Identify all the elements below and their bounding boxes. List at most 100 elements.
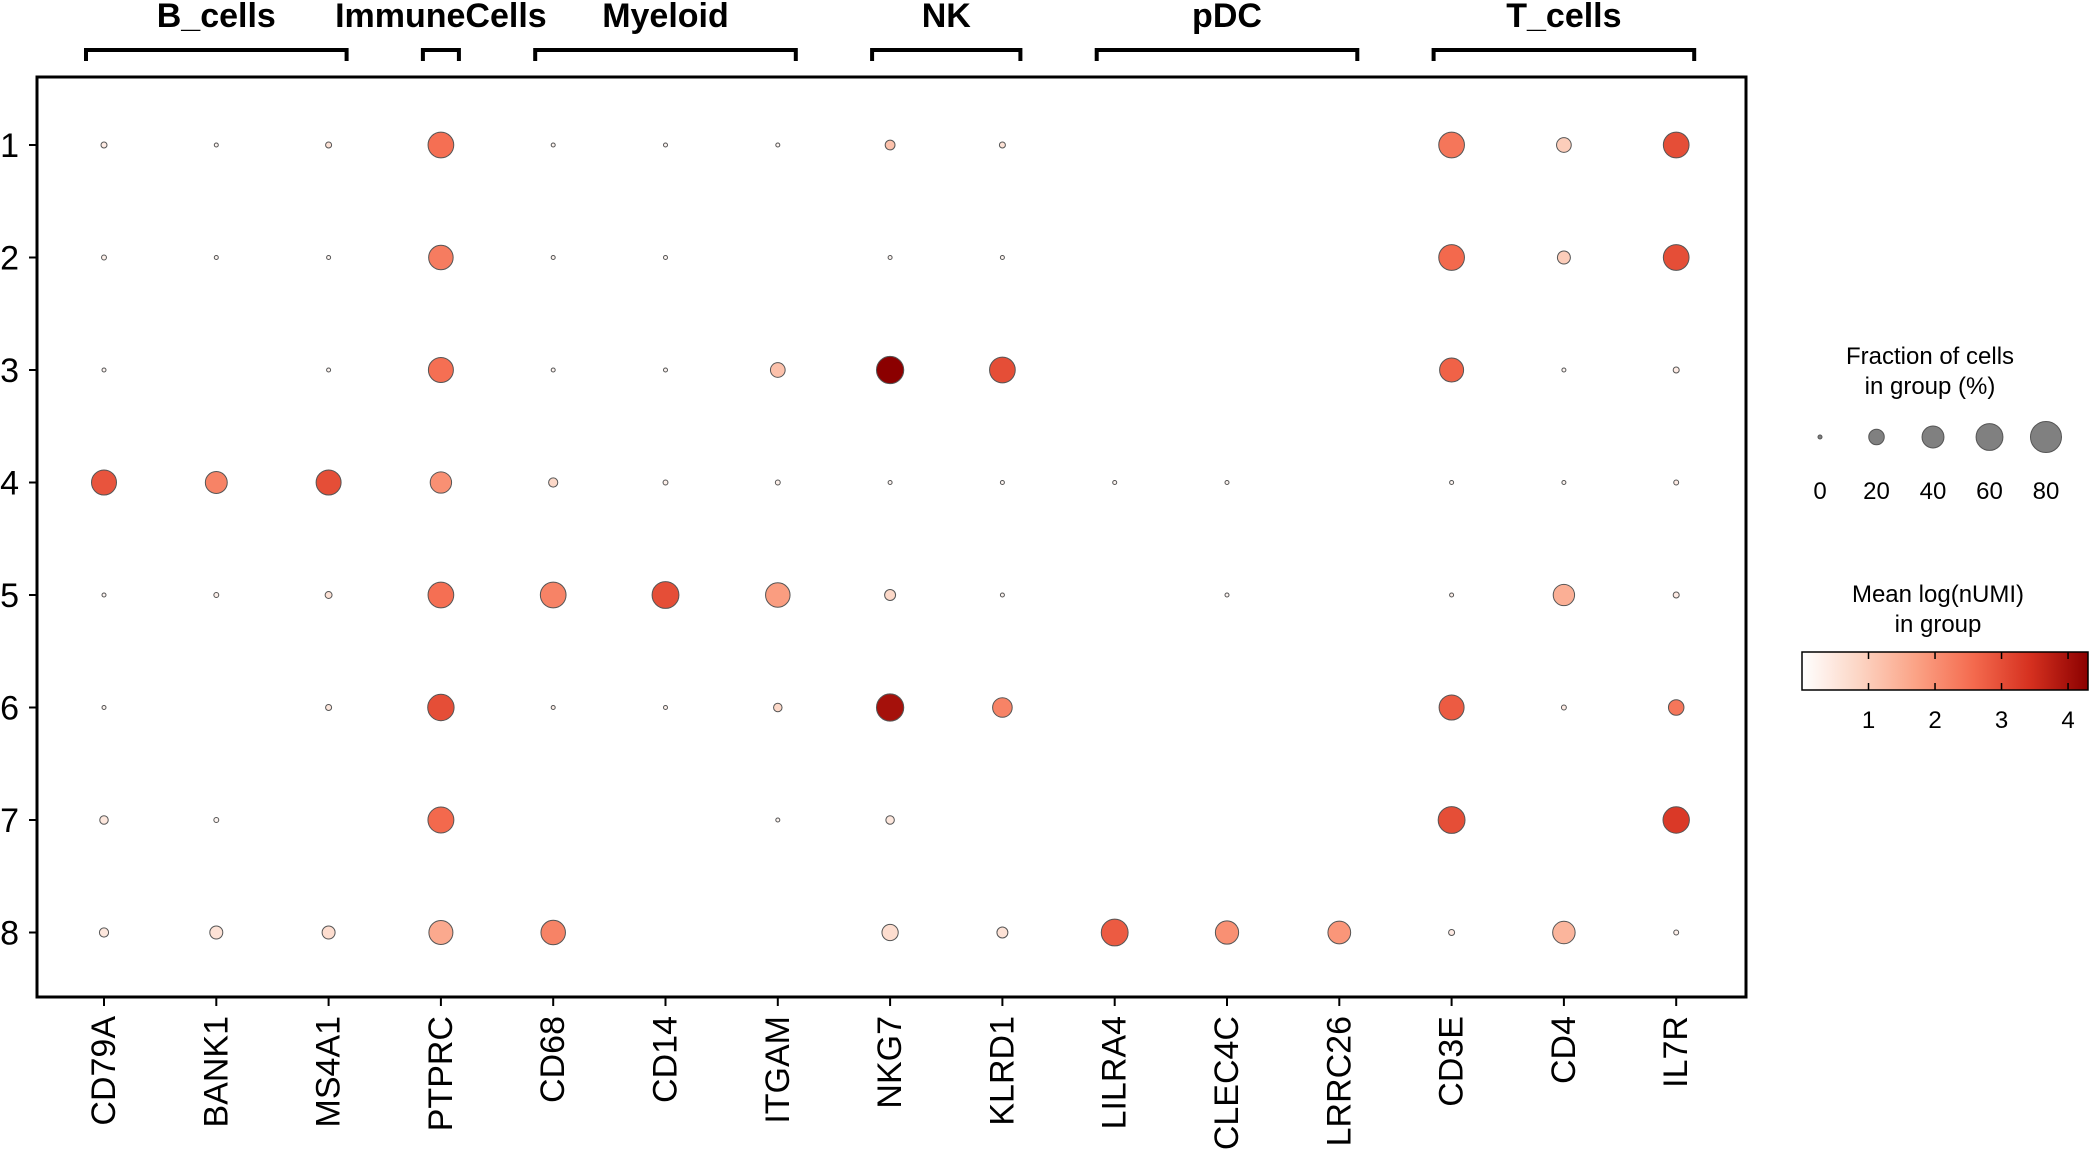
color-legend-bar: [1801, 651, 2089, 691]
dot: [427, 357, 454, 383]
dot: [213, 817, 220, 823]
dot: [101, 592, 107, 598]
dot: [204, 471, 228, 494]
size-legend-label: 40: [1920, 478, 1947, 505]
dot: [996, 926, 1009, 939]
dot: [663, 367, 668, 373]
dot: [1438, 694, 1465, 721]
color-legend-label: 3: [1995, 707, 2008, 734]
dot: [651, 581, 680, 609]
dot: [427, 581, 455, 609]
x-tick-label: ITGAM: [759, 1016, 797, 1124]
dot: [1437, 806, 1466, 834]
y-tick-label: 2: [0, 240, 19, 278]
color-legend-label: 2: [1928, 707, 1941, 734]
dot: [1438, 244, 1465, 271]
dot: [550, 367, 556, 373]
dot: [774, 479, 781, 486]
dot: [540, 919, 566, 946]
dot: [1673, 929, 1680, 936]
y-tick-label: 3: [0, 352, 19, 390]
dot: [1449, 480, 1455, 485]
plot-frame: [35, 75, 1748, 999]
dot: [539, 581, 567, 609]
x-tick-label: LILRA4: [1096, 1016, 1134, 1129]
size-legend-dot: [1868, 428, 1885, 446]
dot: [1672, 591, 1680, 599]
group-label: T_cells: [1506, 0, 1621, 35]
dot: [999, 255, 1005, 260]
dot: [315, 469, 342, 496]
dot: [550, 705, 556, 710]
dot: [100, 141, 108, 149]
dot: [209, 925, 224, 940]
dot: [326, 367, 332, 373]
dot: [213, 255, 219, 260]
group-bracket: [84, 48, 349, 61]
dot: [326, 255, 332, 260]
dot: [881, 923, 899, 942]
dot: [1552, 920, 1576, 945]
color-legend-label: 1: [1862, 707, 1875, 734]
dot: [101, 254, 107, 261]
dot: [101, 705, 107, 710]
dot: [1662, 244, 1690, 271]
dot: [999, 592, 1005, 598]
dot: [1439, 357, 1465, 383]
size-legend-label: 60: [1976, 478, 2003, 505]
x-tick-label: IL7R: [1657, 1016, 1695, 1088]
dot: [999, 480, 1005, 485]
color-legend-title-line1: Mean log(nUMI): [1852, 581, 2024, 608]
dot: [91, 469, 117, 496]
dot: [992, 697, 1013, 718]
dot: [887, 480, 893, 485]
dot: [1327, 920, 1352, 945]
dots: [91, 131, 1690, 947]
x-tick-label: CD79A: [85, 1016, 123, 1126]
dot: [98, 927, 110, 938]
dot: [101, 367, 107, 373]
dot: [1100, 918, 1129, 947]
x-tick-label: MS4A1: [310, 1016, 348, 1128]
dot: [1667, 699, 1685, 716]
dot: [1224, 480, 1230, 485]
group-label: ImmuneCells: [335, 0, 547, 35]
dot: [325, 703, 333, 712]
dot: [998, 141, 1006, 149]
dot: [765, 582, 791, 608]
dot: [1662, 131, 1690, 159]
dot: [1552, 583, 1576, 607]
y-tick-label: 6: [0, 690, 19, 728]
x-axis: CD79A BANK1 MS4A1 PTPRC CD68 CD14 ITGAM NKG7 KLR…: [85, 997, 1695, 1150]
y-tick-label: 4: [0, 465, 19, 503]
dot: [1112, 480, 1118, 485]
y-tick-label: 8: [0, 915, 19, 953]
size-legend: Fraction of cells in group (%) 0 20 40 60 80: [1813, 343, 2062, 505]
dot: [663, 705, 668, 710]
dot: [769, 362, 786, 378]
dot: [663, 142, 668, 148]
x-tick-label: BANK1: [197, 1016, 235, 1128]
group-bracket: [1431, 48, 1697, 61]
dot: [773, 702, 783, 713]
size-legend-title-line1: Fraction of cells: [1846, 343, 2014, 370]
dot: [428, 244, 454, 271]
dot: [427, 693, 455, 722]
dot: [321, 925, 336, 940]
dot: [875, 355, 905, 385]
dot: [1662, 806, 1690, 834]
group-bracket: [870, 48, 1023, 61]
dot: [427, 806, 455, 834]
size-legend-title-line2: in group (%): [1865, 373, 1996, 400]
x-tick-label: CD3E: [1433, 1016, 1471, 1107]
dot: [429, 471, 453, 494]
dot: [1438, 131, 1465, 159]
group-label: pDC: [1192, 0, 1262, 35]
dot: [663, 255, 668, 260]
dot: [1561, 480, 1567, 485]
dot: [884, 589, 897, 601]
dot: [1224, 592, 1230, 598]
dot: [213, 592, 220, 598]
dot: [1556, 137, 1572, 153]
